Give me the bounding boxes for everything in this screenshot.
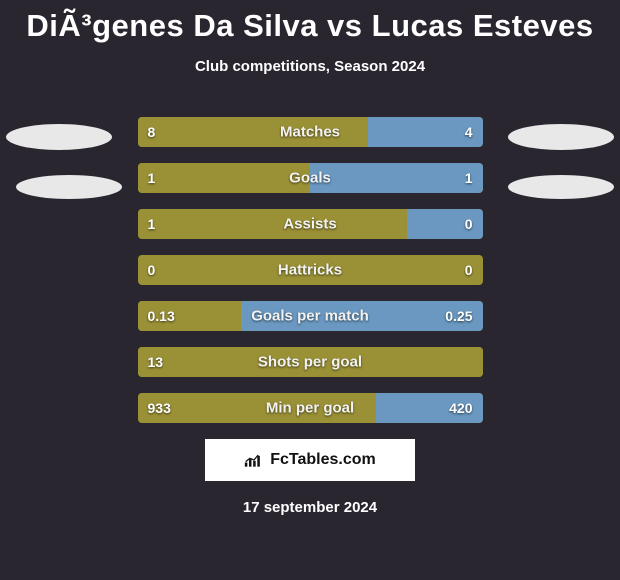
player-left-oval-bottom xyxy=(16,175,122,199)
stat-row: Min per goal933 420 xyxy=(138,393,483,423)
stat-label: Goals xyxy=(138,170,483,187)
stat-row: Goals per match0.13 0.25 xyxy=(138,301,483,331)
page-title: DiÃ³genes Da Silva vs Lucas Esteves xyxy=(0,0,620,44)
stat-value-left: 0.13 xyxy=(148,308,175,324)
stat-label: Hattricks xyxy=(138,262,483,279)
player-left-oval-top xyxy=(6,124,112,150)
stat-value-left: 933 xyxy=(148,400,171,416)
stat-row: Shots per goal13 xyxy=(138,347,483,377)
stat-value-left: 1 xyxy=(148,216,156,232)
footer-date: 17 september 2024 xyxy=(0,499,620,516)
brand-text: FcTables.com xyxy=(270,451,376,469)
stat-row: Assists1 0 xyxy=(138,209,483,239)
player-right-oval-bottom xyxy=(508,175,614,199)
stat-value-right: 0 xyxy=(465,216,473,232)
stat-label: Matches xyxy=(138,124,483,141)
comparison-card: DiÃ³genes Da Silva vs Lucas Esteves Club… xyxy=(0,0,620,580)
stat-label: Goals per match xyxy=(138,308,483,325)
brand-badge[interactable]: FcTables.com xyxy=(205,439,415,481)
stat-value-left: 0 xyxy=(148,262,156,278)
stat-value-right: 1 xyxy=(465,170,473,186)
player-right-oval-top xyxy=(508,124,614,150)
stats-area: Matches84Goals11Assists10Hattricks00Goal… xyxy=(138,117,483,423)
stat-value-left: 1 xyxy=(148,170,156,186)
stat-value-right: 4 xyxy=(465,124,473,140)
subtitle: Club competitions, Season 2024 xyxy=(0,58,620,75)
stat-label: Shots per goal xyxy=(138,354,483,371)
stat-value-right: 0 xyxy=(465,262,473,278)
stat-row: Hattricks0 0 xyxy=(138,255,483,285)
stat-value-right: 0.25 xyxy=(445,308,472,324)
stat-value-left: 8 xyxy=(148,124,156,140)
chart-icon xyxy=(244,452,264,468)
stat-row: Goals1 1 xyxy=(138,163,483,193)
stat-value-right: 420 xyxy=(449,400,472,416)
stat-value-left: 13 xyxy=(148,354,164,370)
stat-row: Matches8 4 xyxy=(138,117,483,147)
stat-label: Assists xyxy=(138,216,483,233)
stat-label: Min per goal xyxy=(138,400,483,417)
